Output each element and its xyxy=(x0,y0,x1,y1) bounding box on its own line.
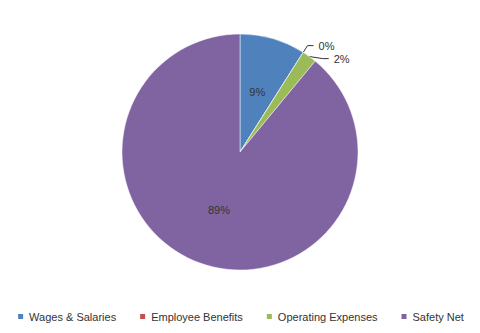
svg-text:Wages & Salaries: Wages & Salaries xyxy=(29,311,117,323)
svg-text:Operating Expenses: Operating Expenses xyxy=(278,311,378,323)
svg-text:9%: 9% xyxy=(249,86,265,98)
svg-text:Employee Benefits: Employee Benefits xyxy=(151,311,243,323)
svg-text:89%: 89% xyxy=(208,204,230,216)
svg-text:Safety Net: Safety Net xyxy=(413,311,464,323)
svg-text:0%: 0% xyxy=(319,40,335,52)
svg-text:2%: 2% xyxy=(334,53,350,65)
